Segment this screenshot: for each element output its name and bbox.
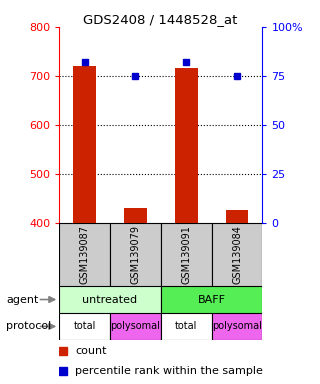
Text: GSM139087: GSM139087 (80, 225, 90, 284)
Text: polysomal: polysomal (212, 321, 262, 331)
Text: protocol: protocol (6, 321, 52, 331)
Bar (161, 313, 212, 340)
Bar (110, 223, 161, 286)
Bar (161, 223, 212, 286)
Bar (161, 286, 262, 313)
Bar (59, 223, 110, 286)
Bar (73, 66, 96, 223)
Text: total: total (175, 321, 197, 331)
Bar (59, 313, 110, 340)
Text: agent: agent (6, 295, 39, 305)
Bar (59, 286, 161, 313)
Text: GSM139079: GSM139079 (131, 225, 140, 284)
Text: percentile rank within the sample: percentile rank within the sample (76, 366, 263, 376)
Bar (226, 210, 248, 223)
Bar (110, 313, 161, 340)
Text: polysomal: polysomal (110, 321, 160, 331)
Bar (124, 208, 147, 223)
Bar (212, 223, 262, 286)
Text: total: total (73, 321, 96, 331)
Bar (175, 68, 198, 223)
Text: untreated: untreated (83, 295, 138, 305)
Bar (212, 313, 262, 340)
Text: GSM139084: GSM139084 (232, 225, 242, 284)
Text: GDS2408 / 1448528_at: GDS2408 / 1448528_at (83, 13, 237, 26)
Text: GSM139091: GSM139091 (181, 225, 191, 284)
Text: BAFF: BAFF (198, 295, 226, 305)
Text: count: count (76, 346, 107, 356)
